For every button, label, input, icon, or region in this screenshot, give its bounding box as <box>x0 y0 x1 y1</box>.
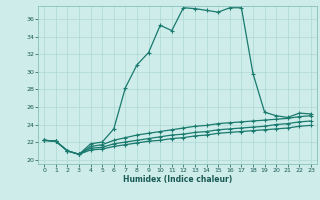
X-axis label: Humidex (Indice chaleur): Humidex (Indice chaleur) <box>123 175 232 184</box>
